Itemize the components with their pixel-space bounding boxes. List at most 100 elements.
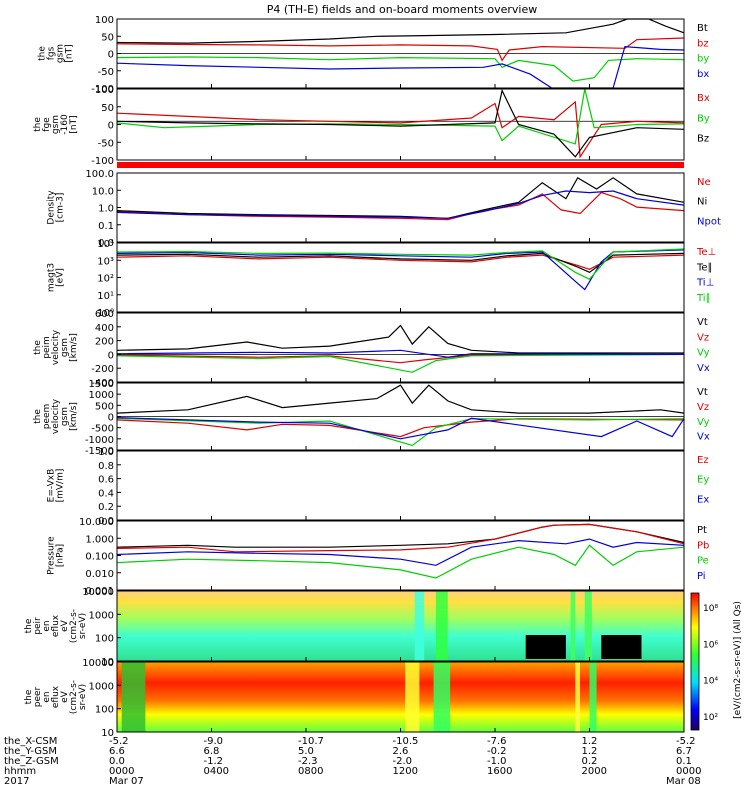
legend-By: By: [697, 113, 710, 124]
spectrogram-fill: [117, 591, 684, 661]
chart-title: P4 (TH-E) fields and on-board moments ov…: [267, 3, 538, 16]
orbit-value: -2.0: [393, 756, 413, 767]
spectrogram-fill: [117, 662, 684, 732]
y-tick-label: -100: [91, 156, 114, 167]
series-line-Vt: [116, 384, 685, 414]
orbit-value: 1600: [487, 766, 512, 777]
orbit-value: 1200: [393, 766, 418, 777]
y-tick-label: 0: [108, 350, 114, 361]
orbit-row-label: hhmm: [4, 766, 36, 777]
spectrogram-band: [570, 591, 576, 661]
y-tick-label: -50: [98, 138, 114, 149]
y-axis-label: [nT]: [69, 115, 79, 133]
y-tick-label: 0.2: [98, 502, 114, 513]
y-axis-label: sr-eV): [78, 613, 88, 639]
orbit-value: -1.0: [487, 756, 507, 767]
y-axis-label: (cm2-s-: [69, 609, 79, 643]
orbit-row-label: the_Z-GSM: [4, 756, 59, 767]
y-axis-label: (cm2-s-: [69, 680, 79, 714]
y-axis-label: velocity: [51, 398, 61, 434]
orbit-value: 1.2: [582, 746, 598, 757]
orbit-value: 0.0: [109, 756, 125, 767]
y-tick-label: 0.1: [98, 221, 114, 232]
y-axis-label: eV: [60, 619, 70, 632]
spectrogram-band: [584, 591, 592, 661]
orbit-value: 6.6: [109, 746, 125, 757]
y-tick-label: -1000: [85, 435, 114, 446]
date-start-label: Mar 07: [109, 776, 144, 787]
y-tick-label: 0.8: [98, 461, 114, 472]
series-line-Vy: [116, 417, 685, 447]
series-line-Vt: [116, 324, 684, 354]
panel-frame: [116, 450, 685, 521]
y-axis-label: -160: [60, 114, 70, 135]
legend-Vz: Vz: [697, 332, 709, 343]
y-tick-label: 10: [101, 728, 114, 739]
y-tick-label: 10³: [97, 256, 114, 267]
orbit-value: 0000: [676, 766, 701, 777]
y-tick-label: 0.4: [98, 488, 114, 499]
orbit-value: 2.6: [393, 746, 409, 757]
orbit-value: -9.0: [204, 736, 224, 747]
legend-Te∥: Te∥: [696, 262, 713, 273]
orbit-value: -10.7: [298, 736, 324, 747]
series-line-Npot: [116, 190, 685, 219]
orbit-value: -10.5: [393, 736, 419, 747]
y-tick-label: 100: [95, 705, 114, 716]
y-axis-label: en: [42, 620, 52, 631]
y-axis-label: [nT]: [65, 44, 75, 62]
orbit-value: 0.2: [582, 756, 598, 767]
y-axis-label: [mV/m]: [56, 469, 66, 503]
y-axis-label: velocity: [51, 329, 61, 365]
series-line-Pe: [116, 544, 685, 579]
y-axis-label: eV: [60, 690, 70, 703]
legend-Ti∥: Ti∥: [696, 293, 711, 304]
y-tick-label: 600: [95, 309, 114, 320]
series-line-by: [116, 56, 685, 82]
y-axis-label: the: [33, 340, 43, 355]
spectrogram-band: [433, 662, 451, 732]
series-line-Te⊥: [116, 254, 685, 270]
colorbar-tick-label: 10²: [703, 713, 718, 723]
y-tick-label: 0.100: [85, 552, 114, 563]
y-tick-label: 0.0: [98, 238, 114, 249]
series-line-Bz: [116, 88, 685, 158]
colorbar-tick-label: 10⁸: [703, 604, 718, 614]
year-label: 2017: [4, 776, 29, 787]
y-axis-label: eflux: [51, 614, 61, 637]
series-line-Ti∥: [116, 248, 685, 280]
y-axis-label: the: [33, 117, 43, 132]
orbit-value: 6.8: [204, 746, 220, 757]
series-line-Vx: [116, 417, 685, 440]
mode-bar: [117, 162, 684, 168]
legend-bx: bx: [697, 69, 709, 80]
y-axis-label: gsm: [60, 338, 70, 357]
legend-Vt: Vt: [697, 387, 708, 398]
no-data-region: [601, 635, 642, 659]
orbit-value: -5.2: [109, 736, 129, 747]
y-axis-label: eflux: [51, 685, 61, 708]
y-tick-label: 100: [95, 634, 114, 645]
y-axis-label: peim: [42, 336, 52, 359]
y-axis-label: the: [33, 409, 43, 424]
series-line-By: [116, 88, 685, 145]
legend-Bz: Bz: [697, 134, 709, 145]
legend-bz: bz: [697, 38, 709, 49]
y-tick-label: 100.0: [85, 169, 114, 180]
panel-4: 10⁴ 10³ 10² 10¹ 10⁰ magt3 [eV] Te⊥ Te∥ Ti⊥ Ti∥: [47, 239, 717, 319]
y-tick-label: 0.6: [98, 475, 114, 486]
series-line-Bx: [116, 100, 685, 159]
y-tick-label: 1.0: [98, 447, 114, 458]
orbit-row-label: the_Y-GSM: [4, 746, 57, 757]
y-axis-label: peer: [33, 686, 43, 707]
colorbar-label: [eV/(cm2-s-sr-eV)] (All Qs): [733, 601, 743, 719]
orbit-row-label: the_X-CSM: [4, 736, 57, 747]
y-tick-label: 10¹: [97, 291, 114, 302]
y-tick-label: 0.0: [98, 516, 114, 527]
panel-2: 100 50 0 -50 -100 the fge gsm -160 [nT] Bx By Bz: [33, 85, 710, 167]
orbit-labels: the_X-CSM -5.2 -9.0 -10.7 -10.5 -7.6 1.2 -5.2 th…: [4, 736, 701, 787]
orbit-value: 0400: [204, 766, 229, 777]
legend-Ey: Ey: [697, 475, 709, 486]
legend-Vx: Vx: [697, 432, 710, 443]
